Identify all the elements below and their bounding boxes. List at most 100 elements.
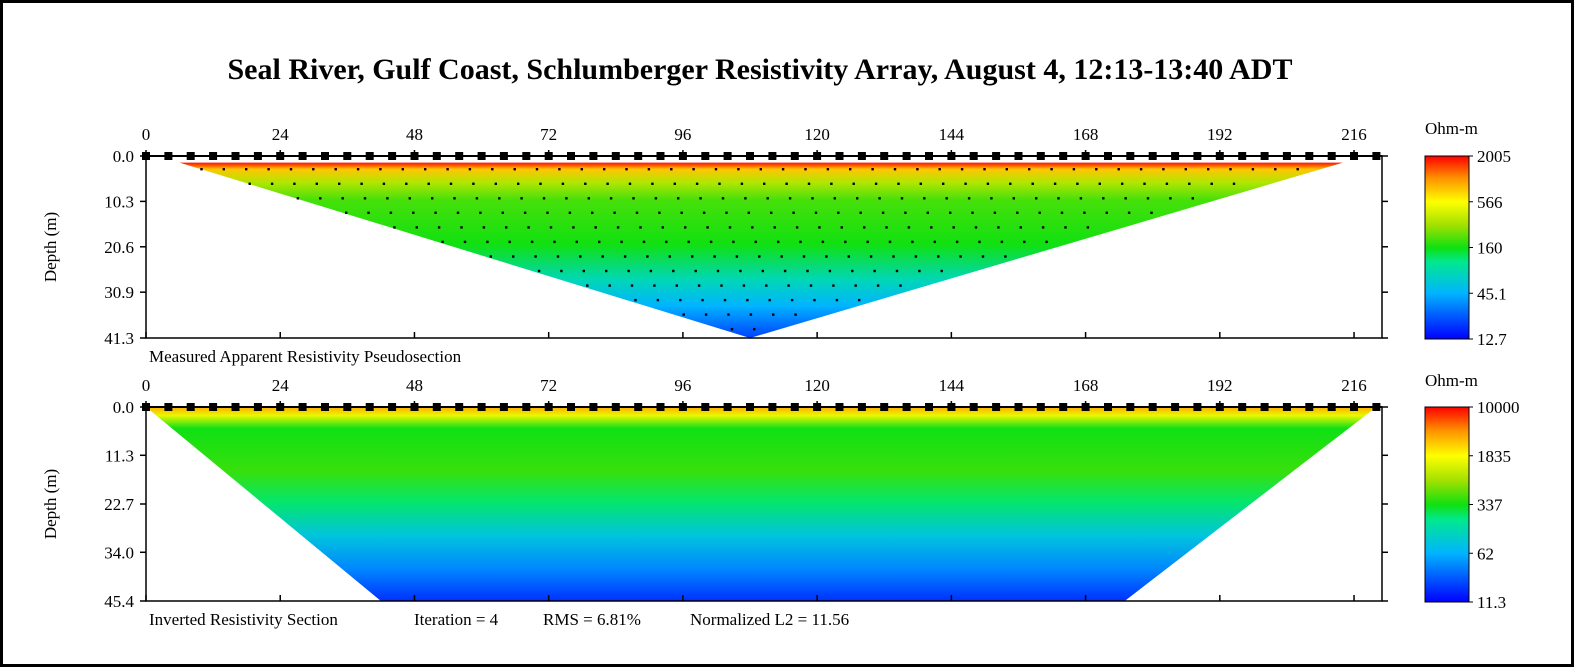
- datum-point: [847, 255, 850, 258]
- datum-point: [1207, 168, 1210, 171]
- electrode: [1014, 152, 1023, 160]
- datum-point: [897, 182, 900, 185]
- electrode: [321, 152, 329, 160]
- electrode: [969, 152, 978, 160]
- datum-point: [1072, 168, 1076, 171]
- datum-point: [732, 240, 735, 244]
- electrode: [1305, 403, 1314, 411]
- datum-point: [520, 197, 523, 200]
- datum-point: [1079, 197, 1083, 200]
- electrode: [544, 403, 553, 411]
- datum-point: [494, 182, 497, 185]
- datum-point: [799, 240, 802, 244]
- datum-point: [463, 240, 467, 244]
- datum-point: [513, 168, 516, 171]
- datum-point: [560, 269, 563, 273]
- datum-point: [613, 211, 616, 214]
- x-tick-label: 216: [1341, 376, 1367, 395]
- datum-point: [586, 284, 589, 287]
- datum-point: [598, 240, 601, 244]
- datum-point: [601, 255, 604, 258]
- datum-point: [606, 182, 609, 185]
- datum-point: [363, 197, 367, 200]
- electrode: [1282, 152, 1291, 160]
- datum-point: [393, 226, 396, 229]
- electrode: [1171, 152, 1180, 160]
- datum-point: [737, 168, 740, 171]
- datum-point: [704, 313, 708, 316]
- resistivity-region: [146, 407, 1377, 601]
- datum-point: [809, 284, 813, 287]
- electrode: [253, 403, 262, 411]
- datum-point: [1000, 240, 1004, 244]
- datum-point: [605, 269, 608, 273]
- datum-point: [315, 182, 318, 185]
- datum-point: [993, 211, 997, 214]
- datum-point: [539, 182, 542, 185]
- electrode: [253, 152, 262, 160]
- datum-point: [535, 168, 539, 171]
- electrode: [522, 403, 531, 411]
- electrode: [164, 152, 173, 160]
- pseudosection-panel: 0 24 48 72 96 120 144 168 192 216 0.0 10.3 20.6 30.9…: [41, 125, 1388, 366]
- electrode: [477, 403, 486, 411]
- x-tick-label: 96: [674, 376, 691, 395]
- electrode: [947, 403, 956, 411]
- electrode: [231, 403, 240, 411]
- datum-point: [270, 182, 274, 185]
- datum-point: [828, 269, 832, 273]
- colorbar-label: 10000: [1477, 398, 1520, 417]
- datum-point: [360, 182, 363, 185]
- datum-point: [579, 255, 582, 258]
- datum-point: [431, 197, 434, 200]
- datum-point: [945, 197, 948, 200]
- datum-point: [679, 298, 682, 302]
- resistivity-figure: Seal River, Gulf Coast, Schlumberger Res…: [41, 53, 1520, 629]
- electrode: [768, 403, 777, 411]
- electrode: [813, 403, 822, 411]
- datum-point: [713, 255, 716, 258]
- datum-point: [672, 269, 675, 273]
- datum-point: [725, 211, 728, 214]
- electrode: [589, 403, 598, 411]
- datum-point: [919, 182, 922, 185]
- datum-point: [498, 197, 501, 200]
- datum-point: [768, 298, 771, 302]
- iteration-label: Iteration = 4: [414, 610, 499, 629]
- datum-point: [1127, 211, 1131, 214]
- datum-point: [697, 284, 701, 287]
- datum-point: [546, 211, 549, 214]
- datum-point: [654, 197, 658, 200]
- pseudosection-colorbar-gradient: [1424, 155, 1470, 340]
- datum-point: [200, 168, 203, 171]
- y-tick-label: 22.7: [104, 495, 134, 514]
- datum-point: [1251, 168, 1255, 171]
- electrode: [1036, 403, 1045, 411]
- datum-point: [222, 168, 225, 171]
- electrode: [231, 152, 240, 160]
- datum-point: [312, 168, 315, 171]
- datum-point: [730, 328, 734, 331]
- electrode: [522, 152, 531, 160]
- datum-point: [854, 284, 857, 287]
- x-tick-label: 72: [540, 125, 557, 144]
- datum-point: [1274, 168, 1277, 171]
- datum-point: [627, 269, 630, 273]
- datum-point: [907, 226, 911, 229]
- electrode: [186, 152, 195, 160]
- datum-point: [914, 255, 918, 258]
- datum-point: [1184, 168, 1187, 171]
- datum-point: [1105, 211, 1108, 214]
- datum-point: [811, 197, 814, 200]
- electrode: [1126, 152, 1135, 160]
- y-tick-label: 0.0: [113, 398, 134, 417]
- datum-point: [656, 298, 660, 302]
- datum-point: [971, 211, 974, 214]
- datum-point: [938, 168, 941, 171]
- inverted-section-colorbar-unit: Ohm-m: [1425, 371, 1478, 390]
- datum-point: [673, 182, 676, 185]
- electrode: [589, 152, 598, 160]
- datum-point: [1023, 240, 1026, 244]
- datum-point: [537, 269, 541, 273]
- datum-point: [508, 240, 511, 244]
